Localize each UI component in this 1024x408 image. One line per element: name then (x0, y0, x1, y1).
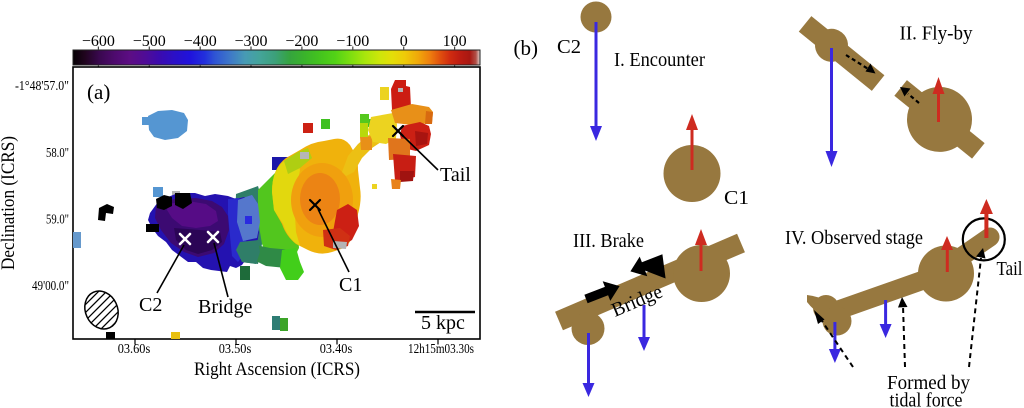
svg-text:03.50s: 03.50s (219, 341, 252, 356)
svg-text:III. Brake: III. Brake (573, 230, 644, 252)
svg-text:C2: C2 (557, 36, 581, 58)
svg-text:59.0": 59.0" (46, 212, 69, 227)
svg-text:Tail: Tail (440, 164, 471, 186)
svg-text:03.60s: 03.60s (118, 341, 151, 356)
svg-text:Bridge: Bridge (198, 296, 253, 318)
svg-text:0: 0 (400, 33, 408, 50)
svg-text:12h15m03.30s: 12h15m03.30s (408, 341, 474, 356)
svg-text:tidal force: tidal force (890, 390, 963, 408)
svg-text:Formed by: Formed by (887, 372, 970, 394)
svg-text:(b): (b) (514, 36, 539, 60)
svg-text:−600: −600 (82, 33, 115, 50)
svg-text:−300: −300 (234, 33, 267, 50)
svg-text:C2: C2 (139, 294, 162, 316)
svg-text:100: 100 (443, 33, 467, 50)
svg-text:5 kpc: 5 kpc (421, 312, 465, 334)
svg-text:C1: C1 (339, 274, 362, 296)
svg-text:-1°48'57.0": -1°48'57.0" (15, 78, 69, 93)
svg-text:Declination (ICRS): Declination (ICRS) (0, 136, 19, 270)
svg-text:−200: −200 (285, 33, 318, 50)
svg-text:Right Ascension (ICRS): Right Ascension (ICRS) (194, 359, 360, 380)
svg-text:−400: −400 (184, 33, 217, 50)
svg-text:II. Fly-by: II. Fly-by (900, 23, 973, 45)
svg-text:IV. Observed stage: IV. Observed stage (785, 227, 923, 249)
svg-text:Tail: Tail (997, 258, 1023, 280)
svg-text:(a): (a) (87, 80, 110, 104)
svg-text:−100: −100 (336, 33, 369, 50)
svg-text:03.40s: 03.40s (320, 341, 353, 356)
svg-text:I. Encounter: I. Encounter (614, 49, 705, 71)
svg-text:49'00.0": 49'00.0" (32, 278, 69, 293)
svg-text:58.0": 58.0" (46, 145, 69, 160)
svg-text:−500: −500 (133, 33, 166, 50)
svg-text:C1: C1 (724, 187, 749, 209)
